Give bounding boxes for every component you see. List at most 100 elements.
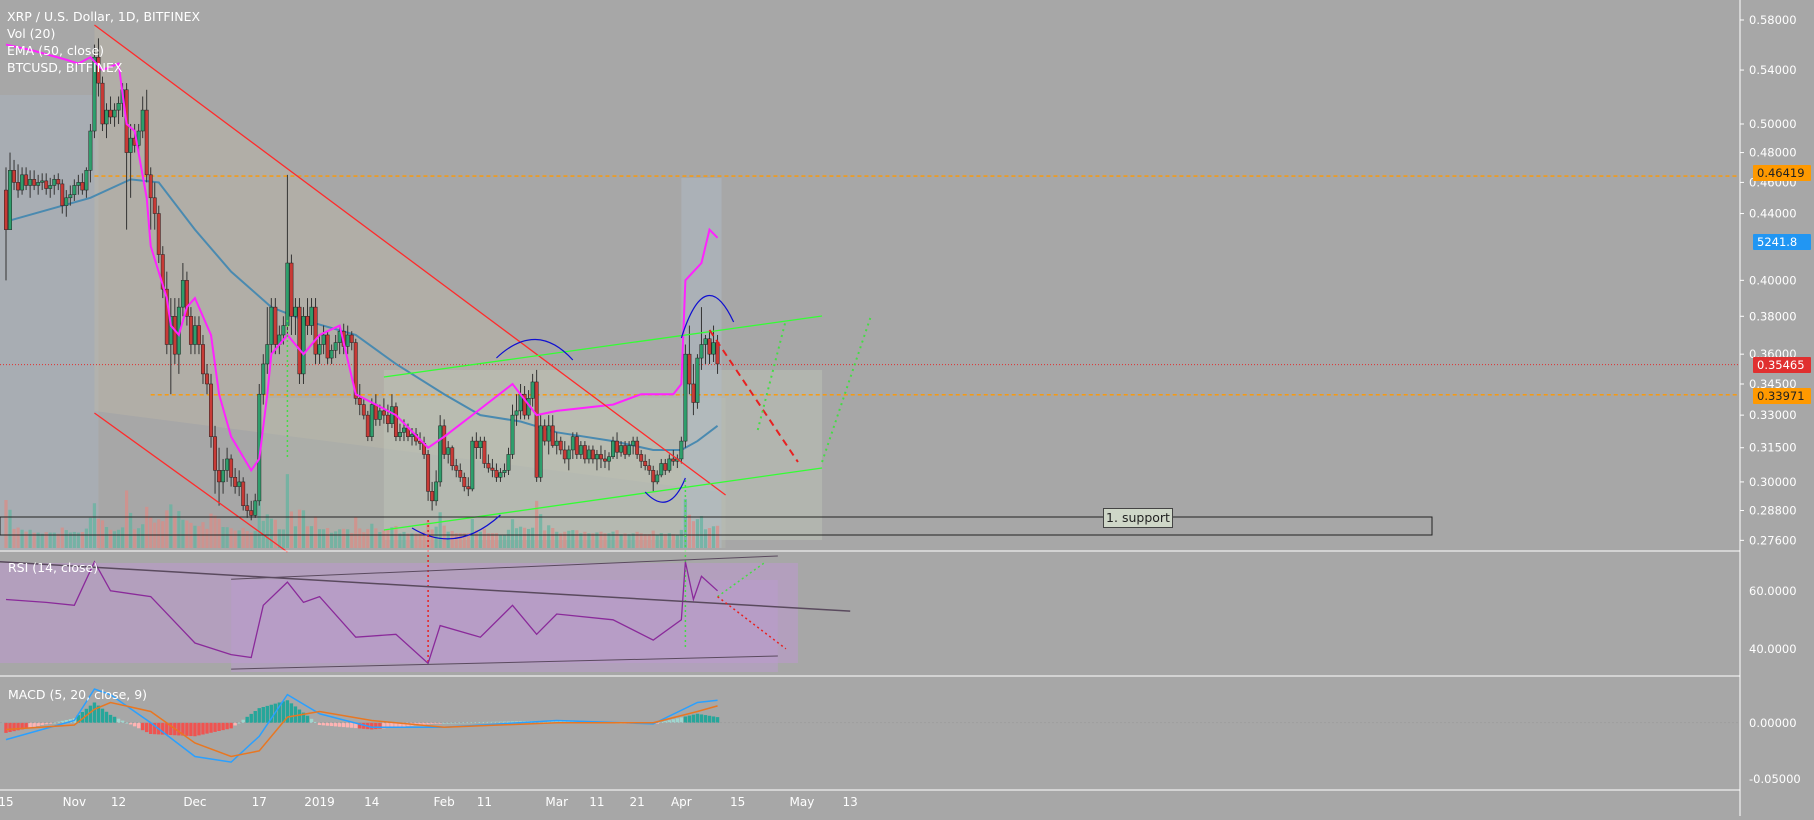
volume-bar xyxy=(68,532,72,548)
candle-body xyxy=(687,353,692,385)
candle-body xyxy=(530,381,535,399)
volume-bar xyxy=(20,529,24,548)
time-tick-label: Nov xyxy=(63,795,86,809)
volume-bar xyxy=(382,530,386,548)
price-tick-label: 0.34500 xyxy=(1749,377,1797,391)
legend-vol: Vol (20) xyxy=(7,26,56,41)
candle-body xyxy=(56,179,61,185)
volume-bar xyxy=(28,529,32,548)
support-annotation-label: 1. support xyxy=(1103,508,1173,528)
rsi-line xyxy=(5,560,718,665)
macd-histogram-bar xyxy=(305,715,310,723)
volume-bar xyxy=(60,527,64,548)
candle-body xyxy=(184,280,189,317)
volume-bar xyxy=(181,519,185,548)
volume-bar xyxy=(141,524,145,548)
candle-body xyxy=(711,342,716,355)
candle-body xyxy=(293,306,298,317)
candle-body xyxy=(205,373,209,385)
macd-histogram-bar xyxy=(293,706,298,723)
volume-bar xyxy=(430,529,434,548)
volume-bar xyxy=(12,528,16,548)
time-tick-label: 12 xyxy=(111,795,126,809)
candle-body xyxy=(454,465,459,471)
chart-legend: XRP / U.S. Dollar, 1D, BITFINEX Vol (20)… xyxy=(7,8,200,76)
macd-histogram-bar xyxy=(317,722,322,725)
macd-histogram-bar xyxy=(253,711,257,723)
shade-channel xyxy=(383,370,823,540)
candle-body xyxy=(76,182,81,186)
macd-histogram-bar xyxy=(695,713,700,723)
candle-body xyxy=(615,440,619,453)
volume-bar xyxy=(297,509,302,548)
candle-body xyxy=(84,170,89,191)
candle-body xyxy=(446,447,451,455)
volume-bar xyxy=(273,519,277,548)
macd-histogram-bar xyxy=(44,722,48,725)
volume-bar xyxy=(615,530,619,548)
price-tick-label: 0.31500 xyxy=(1749,441,1797,455)
candle-body xyxy=(402,427,406,433)
macd-histogram-bar xyxy=(346,722,350,728)
candle-body xyxy=(478,440,483,448)
volume-bar xyxy=(547,525,551,548)
volume-bar xyxy=(390,527,394,548)
volume-bar xyxy=(84,528,88,548)
volume-bar xyxy=(205,528,209,548)
candle-body xyxy=(32,179,37,186)
macd-histogram-bar xyxy=(313,721,318,723)
volume-bar xyxy=(241,527,245,548)
candle-body xyxy=(313,306,318,355)
volume-bar xyxy=(217,518,221,548)
macd-histogram-bar xyxy=(20,722,24,730)
candle-body xyxy=(24,174,29,186)
volume-bar xyxy=(40,533,44,548)
volume-bar xyxy=(442,525,446,548)
volume-bar xyxy=(498,534,503,548)
volume-bar xyxy=(346,529,350,548)
volume-bar xyxy=(398,533,402,548)
candle-body xyxy=(180,280,185,308)
shade-left-region xyxy=(0,95,99,550)
volume-bar xyxy=(506,529,511,548)
candle-body xyxy=(217,470,222,483)
macd-histogram-bar xyxy=(80,711,85,723)
macd-histogram-bar xyxy=(691,714,696,723)
candle-body xyxy=(100,82,105,125)
macd-histogram-bar xyxy=(715,717,720,723)
volume-bar xyxy=(639,533,643,548)
volume-bar xyxy=(595,532,599,548)
volume-bar xyxy=(52,532,56,548)
volume-bar xyxy=(486,533,490,548)
volume-bar xyxy=(406,533,410,548)
macd-histogram-bar xyxy=(707,715,712,723)
arc-top-2 xyxy=(680,294,735,339)
candle-body xyxy=(450,447,455,467)
candle-body xyxy=(599,454,603,460)
candle-body xyxy=(4,189,8,230)
macd-histogram-bar xyxy=(663,721,667,723)
macd-histogram-bar xyxy=(189,722,193,737)
candle-body xyxy=(679,440,684,460)
volume-bar xyxy=(414,533,418,548)
volume-bar xyxy=(44,532,48,548)
candle-body xyxy=(104,109,109,125)
candle-body xyxy=(603,458,607,462)
btc-overlay-line xyxy=(5,43,719,473)
price-badge-btc: 5241.8 xyxy=(1753,234,1811,250)
candle-body xyxy=(426,454,431,492)
volume-bar xyxy=(671,534,675,548)
arc-top-1 xyxy=(496,338,574,361)
volume-bar xyxy=(494,533,499,548)
volume-bar xyxy=(374,528,378,548)
macd-histogram-bar xyxy=(12,722,16,732)
volume-bar xyxy=(386,529,390,548)
volume-bar xyxy=(502,534,507,548)
candle-body xyxy=(377,410,382,420)
candle-body xyxy=(201,344,205,375)
macd-histogram-bar xyxy=(120,720,125,723)
macd-histogram-bar xyxy=(350,722,354,728)
candle-body xyxy=(715,342,720,365)
volume-bar xyxy=(659,533,663,548)
macd-histogram-bar xyxy=(108,714,113,723)
